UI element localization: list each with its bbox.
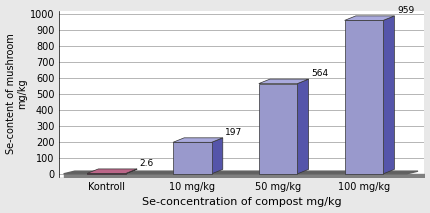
Polygon shape bbox=[87, 169, 137, 173]
Polygon shape bbox=[173, 138, 223, 142]
Text: 197: 197 bbox=[225, 128, 243, 137]
Y-axis label: Se-content of mushroom
mg/kg: Se-content of mushroom mg/kg bbox=[6, 33, 27, 154]
Polygon shape bbox=[259, 79, 309, 83]
Text: 564: 564 bbox=[311, 69, 328, 78]
Polygon shape bbox=[344, 16, 394, 20]
Bar bbox=[87, 173, 126, 174]
Bar bbox=[259, 83, 298, 174]
Bar bbox=[173, 142, 212, 174]
Text: 959: 959 bbox=[397, 6, 414, 15]
X-axis label: Se-concentration of compost mg/kg: Se-concentration of compost mg/kg bbox=[142, 197, 342, 207]
Text: 2.6: 2.6 bbox=[139, 159, 154, 168]
Polygon shape bbox=[383, 16, 394, 174]
Polygon shape bbox=[126, 169, 137, 174]
Polygon shape bbox=[298, 79, 309, 174]
Polygon shape bbox=[212, 138, 223, 174]
Polygon shape bbox=[64, 171, 418, 174]
Bar bbox=[344, 20, 383, 174]
